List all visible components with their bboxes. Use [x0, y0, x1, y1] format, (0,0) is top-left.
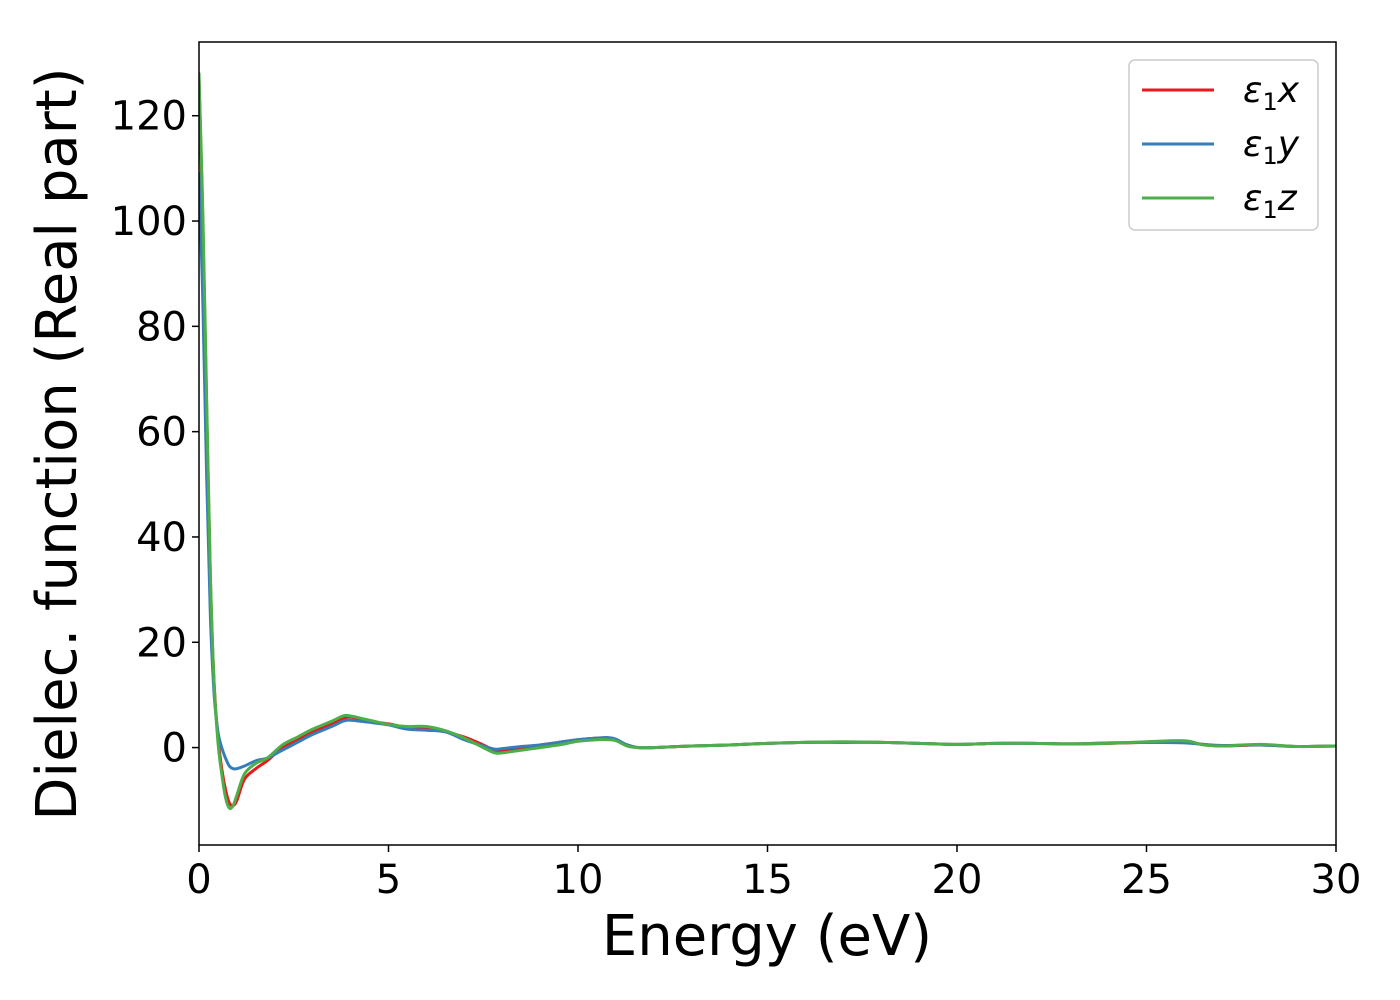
x-axis-label: Energy (eV) — [602, 904, 932, 969]
y-tick-label: 0 — [162, 726, 187, 772]
legend-label-x: ε1x — [1243, 70, 1300, 116]
y-tick-label: 80 — [136, 304, 187, 350]
y-tick-label: 120 — [111, 94, 187, 140]
legend-label-z: ε1z — [1243, 178, 1298, 224]
y-axis-ticks: 0 20 40 60 80 100 120 — [111, 94, 199, 772]
y-tick-label: 100 — [111, 199, 187, 245]
y-tick-label: 20 — [136, 620, 187, 666]
legend-label-base: ε — [1243, 178, 1262, 219]
x-tick-label: 15 — [742, 857, 793, 903]
y-axis-label: Dielec. function (Real part) — [25, 67, 90, 820]
series-layer — [199, 72, 1336, 811]
legend-label-base: ε — [1243, 124, 1262, 165]
legend-label-suffix: x — [1277, 70, 1300, 111]
x-tick-label: 5 — [376, 857, 401, 903]
legend-label-subscript: 1 — [1262, 142, 1277, 170]
x-tick-label: 30 — [1311, 857, 1362, 903]
legend-label-suffix: y — [1277, 124, 1300, 165]
x-tick-label: 10 — [553, 857, 604, 903]
legend-label-subscript: 1 — [1262, 88, 1277, 116]
series-line-z — [199, 72, 1336, 811]
legend-frame — [1128, 59, 1319, 231]
x-axis-ticks: 0 5 10 15 20 25 30 — [186, 845, 1361, 903]
y-tick-label: 40 — [136, 515, 187, 561]
legend-label-base: ε — [1243, 70, 1262, 111]
legend-label-subscript: 1 — [1262, 196, 1277, 224]
x-tick-label: 0 — [186, 857, 211, 903]
legend-label-y: ε1y — [1243, 124, 1300, 170]
y-tick-label: 60 — [136, 410, 187, 456]
x-tick-label: 25 — [1121, 857, 1172, 903]
x-tick-label: 20 — [932, 857, 983, 903]
legend-label-suffix: z — [1277, 178, 1298, 219]
